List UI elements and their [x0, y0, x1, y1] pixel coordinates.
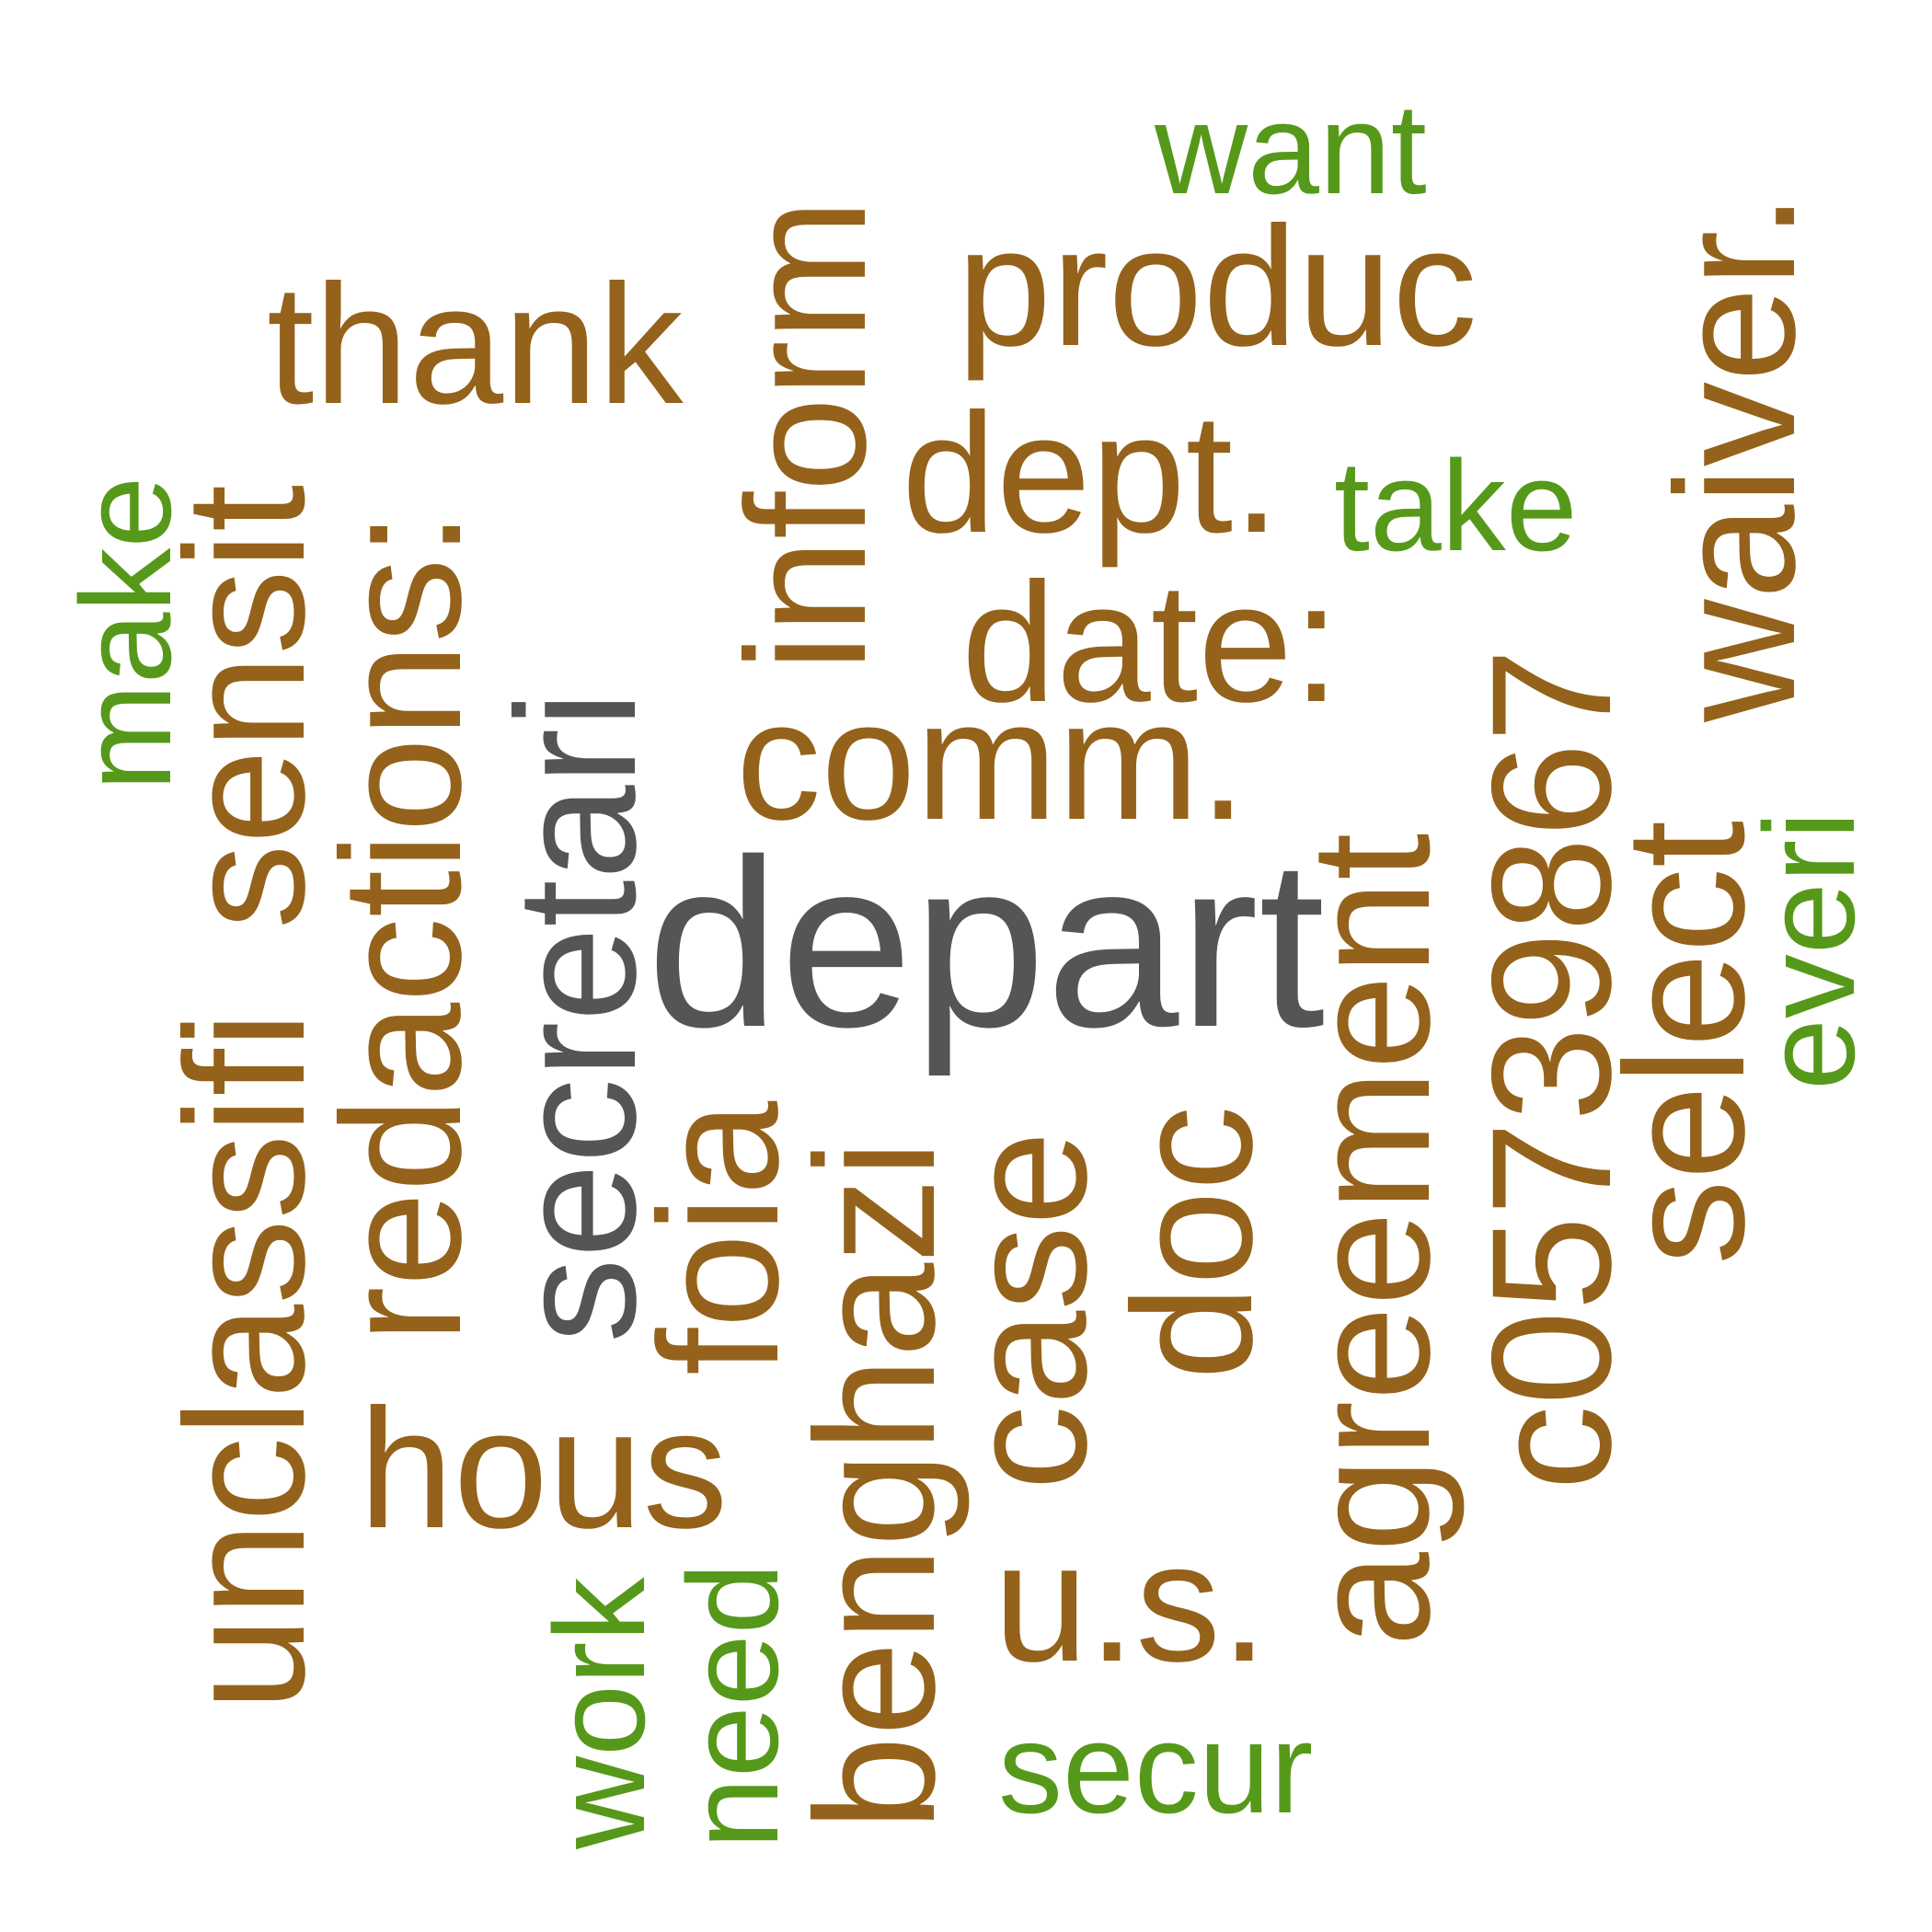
word-date: date:: [961, 548, 1340, 738]
word-sensit: sensit: [151, 485, 340, 929]
word-benghazi: benghazi: [781, 1140, 971, 1831]
word-agreement: agreement: [1276, 834, 1466, 1647]
word-dept: dept.: [902, 379, 1280, 569]
word-c05739867: c05739867: [1457, 648, 1647, 1490]
word-redactions: redactions:: [307, 511, 497, 1343]
word-secretari: secretari: [482, 691, 672, 1343]
word-unclassifi: unclassifi: [151, 1011, 340, 1711]
word-comm: comm.: [736, 666, 1247, 856]
word-take: take: [1334, 433, 1578, 578]
word-work: work: [527, 1576, 672, 1850]
word-u-s: u.s.: [994, 1508, 1268, 1697]
word-select: select: [1591, 821, 1780, 1265]
word-inform: inform: [712, 199, 902, 672]
word-depart: depart: [647, 811, 1326, 1078]
word-waiver: waiver.: [1641, 192, 1831, 723]
word-make: make: [53, 477, 198, 791]
word-secur: secur: [998, 1696, 1313, 1840]
word-hous: hous: [359, 1374, 728, 1564]
word-thank: thank: [267, 250, 684, 440]
word-need: need: [661, 1563, 805, 1849]
word-produc: produc: [957, 192, 1478, 382]
word-everi: everi: [1737, 811, 1881, 1090]
word-case: case: [933, 1131, 1122, 1490]
word-doc: doc: [1098, 1106, 1288, 1380]
word-foia: foia: [625, 1101, 814, 1375]
word-want: want: [1154, 76, 1427, 221]
